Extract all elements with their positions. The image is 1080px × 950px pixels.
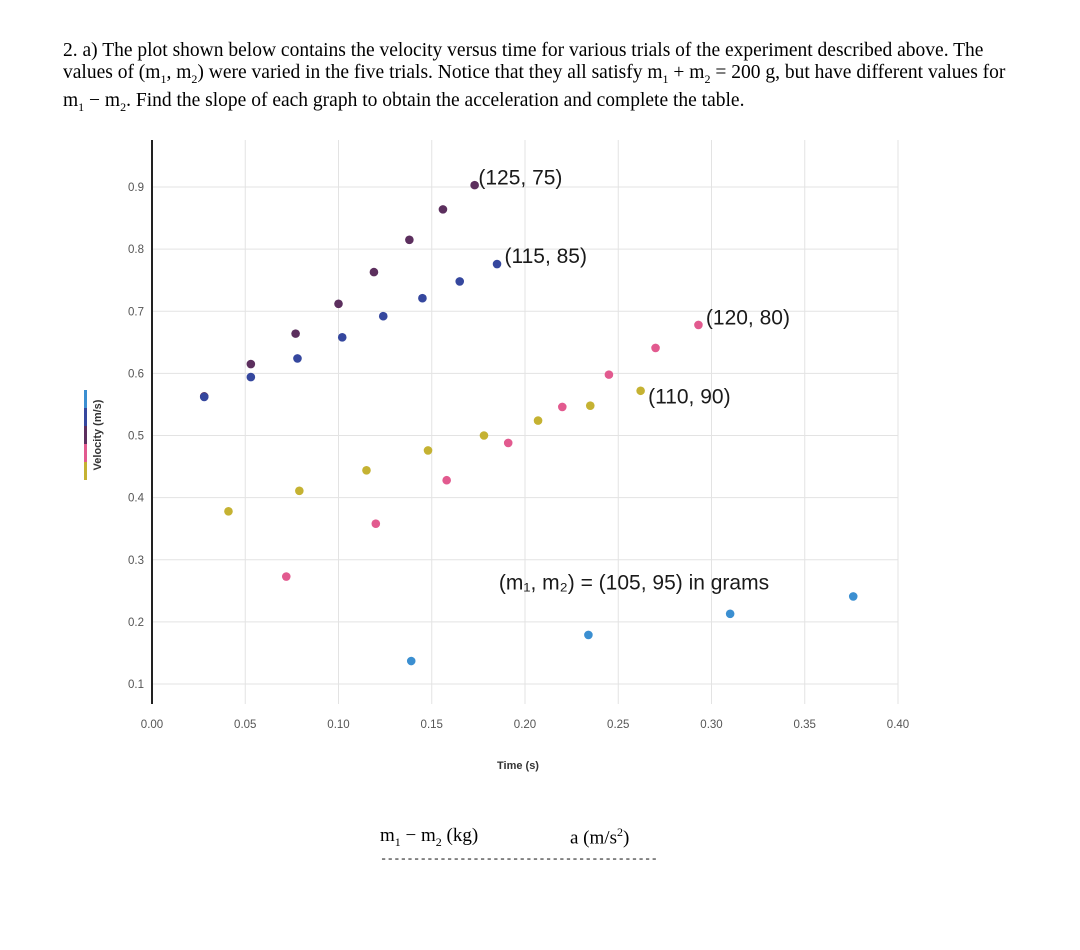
x-tick-label: 0.40: [887, 719, 909, 731]
legend-swatch-segment: [84, 390, 87, 408]
subscript: 2: [120, 99, 127, 114]
data-point: [334, 299, 343, 309]
header-part: m: [380, 825, 395, 846]
y-tick-label: 0.1: [128, 679, 144, 691]
data-point: [604, 370, 614, 379]
data-point: [291, 329, 300, 338]
subscript: 1: [160, 71, 167, 86]
data-point: [725, 609, 735, 619]
data-point: [362, 465, 371, 475]
question-part: . Find the slope of each graph to obtain…: [126, 89, 745, 111]
x-tick-label: 0.25: [607, 719, 629, 731]
superscript: 2: [616, 825, 623, 839]
annotation-label: (120, 80): [706, 306, 790, 329]
data-point: [246, 359, 256, 369]
data-point: [558, 402, 567, 412]
y-tick-label: 0.5: [128, 431, 144, 443]
legend-swatch-segment: [84, 444, 87, 462]
header-part: − m: [400, 825, 436, 846]
x-tick-label: 0.20: [514, 719, 536, 731]
question-part: + m: [668, 62, 705, 83]
data-point: [694, 320, 703, 330]
data-point: [371, 519, 381, 529]
y-tick-label: 0.4: [128, 493, 145, 505]
data-point: [492, 259, 502, 269]
x-tick-label: 0.10: [327, 719, 349, 731]
annotation-label: (115, 85): [504, 245, 587, 268]
data-point: [848, 592, 858, 601]
data-point: [479, 431, 489, 440]
data-point: [455, 277, 465, 286]
header-part: a (m/s: [570, 827, 617, 849]
legend-swatch-segment: [84, 408, 87, 426]
data-point: [636, 386, 645, 396]
question-part: , m: [166, 62, 192, 83]
subscript: 1: [78, 99, 85, 114]
question-number: 2. a): [63, 40, 98, 61]
data-point: [423, 446, 433, 455]
data-point: [246, 372, 256, 382]
annotation-label: (m₁, m₂) = (105, 95) in grams: [499, 572, 769, 595]
data-point: [199, 392, 209, 402]
data-point: [418, 293, 427, 303]
data-point: [281, 572, 291, 581]
x-tick-label: 0.15: [421, 719, 443, 731]
subscript: 1: [394, 834, 401, 849]
question-part: The plot shown below contains the veloci…: [63, 40, 984, 83]
data-point: [337, 333, 347, 342]
annotation-label: (125, 75): [478, 167, 562, 190]
data-points: [199, 180, 858, 666]
data-point: [584, 630, 593, 640]
data-point: [470, 180, 479, 190]
data-point: [224, 506, 233, 516]
subscript: 1: [662, 71, 669, 86]
data-point: [651, 343, 660, 353]
x-tick-label: 0.05: [234, 719, 256, 731]
question-text: 2. a) The plot shown below contains the …: [63, 40, 1023, 118]
y-tick-label: 0.7: [128, 306, 144, 318]
subscript: 2: [704, 71, 711, 86]
y-tick-label: 0.2: [128, 617, 144, 629]
question-part: ) were varied in the five trials. Notice…: [197, 62, 663, 83]
data-point: [533, 416, 543, 425]
data-point: [293, 354, 302, 363]
table-rule: ----------------------------------------…: [380, 852, 658, 866]
x-tick-label: 0.35: [794, 719, 816, 731]
header-part: (kg): [441, 825, 479, 846]
y-tick-label: 0.8: [128, 244, 144, 256]
y-tick-label: 0.9: [128, 182, 144, 194]
question-part: = 200 g, but have different values for m: [63, 62, 1006, 111]
col-mass-difference: m1 − m2 (kg): [380, 825, 478, 850]
y-axis-label: Velocity (m/s): [92, 399, 104, 470]
question-part: − m: [84, 89, 121, 111]
data-point: [405, 235, 414, 245]
x-tick-label: 0.30: [700, 719, 722, 731]
data-point: [585, 401, 595, 410]
annotations: (125, 75) (115, 85) (120, 80) (110, 90) (m₁,…: [478, 167, 790, 595]
data-point: [406, 656, 416, 666]
subscript: 2: [191, 71, 198, 86]
chart-grid: [152, 140, 899, 704]
data-point: [442, 475, 451, 485]
col-acceleration: a (m/s2): [570, 825, 629, 849]
annotation-label: (110, 90): [648, 385, 731, 408]
legend-swatch-segment: [84, 462, 87, 480]
subscript: 2: [435, 834, 442, 849]
data-point: [503, 438, 513, 448]
x-tick-label: 0.00: [141, 719, 163, 731]
header-part: ): [622, 827, 630, 849]
y-tick-label: 0.3: [128, 555, 144, 567]
legend-swatch: [84, 390, 87, 480]
data-point: [378, 311, 388, 321]
data-point: [295, 486, 304, 496]
data-point: [438, 205, 448, 214]
x-axis-label: Time (s): [497, 760, 539, 772]
legend-swatch-segment: [84, 426, 87, 444]
tick-labels: 0.00 0.05 0.10 0.15 0.20 0.25 0.30 0.35 0.40 0.1 0…: [128, 182, 909, 731]
y-tick-label: 0.6: [128, 368, 144, 380]
data-point: [369, 267, 379, 277]
